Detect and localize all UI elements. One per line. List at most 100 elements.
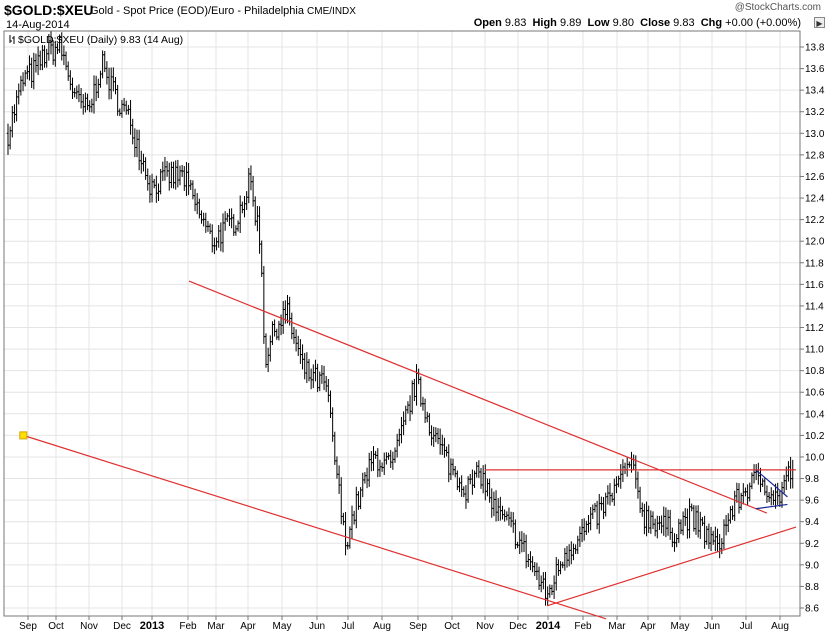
ohlc-bar — [443, 437, 446, 458]
ohlc-bar — [376, 448, 379, 478]
x-tick-label: Aug — [373, 621, 391, 632]
y-tick-label: 12.0 — [805, 237, 825, 248]
ohlc-bar — [15, 90, 18, 122]
y-tick-label: 12.8 — [805, 150, 825, 161]
ohlc-bar — [778, 490, 782, 507]
y-tick-label: 13.6 — [805, 64, 825, 75]
y-tick-label: 8.8 — [805, 582, 819, 593]
ohlc-bar — [365, 467, 369, 489]
ohlc-bar — [518, 531, 521, 555]
ohlc-bar — [619, 464, 622, 489]
ohlc-bar — [337, 465, 341, 494]
ohlc-bar — [494, 490, 498, 522]
ohlc-bar — [718, 533, 721, 559]
ohlc-bar — [477, 460, 481, 478]
x-tick-label: Mar — [608, 621, 626, 632]
ohlc-bar — [254, 196, 257, 226]
ohlc-bar — [178, 165, 182, 186]
ohlc-bar — [206, 220, 210, 232]
ohlc-bar — [737, 483, 741, 514]
ohlc-bar — [299, 339, 302, 364]
y-tick-label: 11.0 — [805, 345, 824, 356]
ohlc-bar — [125, 100, 128, 115]
ohlc-bar — [759, 467, 762, 493]
ohlc-bar — [572, 543, 575, 561]
ohlc-bar — [591, 504, 594, 519]
ohlc-bar — [503, 509, 506, 522]
ohlc-bar — [24, 69, 27, 87]
legend-text: $GOLD:$XEU (Daily) 9.83 (14 Aug) — [18, 34, 183, 46]
ohlc-bar — [791, 459, 794, 489]
x-tick-label: Apr — [640, 621, 656, 632]
ohlc-bar — [604, 492, 607, 517]
ohlc-bar — [428, 413, 431, 436]
ohlc-bar — [400, 416, 403, 444]
ohlc-bar — [724, 515, 728, 536]
ohlc-bar — [389, 450, 392, 468]
ohlc-bar — [628, 461, 631, 468]
ohlc-bar — [361, 472, 364, 498]
plot-frame — [3, 30, 801, 617]
ohlc-bar — [385, 452, 388, 465]
ohlc-bar — [398, 428, 401, 447]
ohlc-bar — [669, 509, 672, 540]
ohlc-bar — [352, 510, 356, 525]
description-text: Gold - Spot Price (EOD)/Euro - Philadelp… — [90, 5, 304, 17]
ohlc-bar — [297, 335, 300, 356]
ohlc-bar — [219, 222, 223, 252]
y-tick-label: 11.6 — [805, 280, 824, 291]
ohlc-bar — [576, 535, 579, 555]
ohlc-bar — [140, 150, 143, 174]
trendline — [23, 434, 607, 620]
ohlc-bar — [438, 428, 442, 455]
ohlc-bar — [305, 352, 309, 384]
y-tick-label: 11.4 — [805, 301, 824, 312]
ohlc-bar — [585, 520, 588, 535]
ohlc-bar — [202, 212, 205, 227]
ohlc-bar — [739, 492, 743, 511]
ohlc-bar — [501, 505, 504, 520]
ohlc-bar — [137, 129, 141, 171]
ohlc-bar — [755, 464, 758, 481]
ohlc-bar — [694, 505, 698, 535]
ohlc-bar — [174, 160, 177, 190]
ohlc-bar — [86, 93, 89, 111]
ohlc-bar — [234, 225, 238, 236]
ohlc-bar — [505, 511, 508, 521]
ohlc-bar — [277, 320, 281, 341]
ohlc-bar — [574, 544, 577, 555]
ohlc-bar — [731, 505, 734, 520]
ohlc-bar — [750, 472, 754, 490]
ohlc-bar — [419, 376, 422, 407]
ohlc-bar — [727, 513, 730, 533]
ohlc-bar — [411, 380, 414, 415]
ohlc-bar — [368, 452, 371, 487]
ohlc-bar — [251, 175, 255, 207]
ohlc-bar — [664, 507, 668, 538]
y-tick-label: 12.4 — [805, 194, 825, 205]
ohlc-bar — [264, 333, 268, 368]
ohlc-bar — [183, 166, 186, 191]
ohlc-bar — [406, 401, 410, 414]
ohlc-bar — [303, 352, 306, 380]
ohlc-bar — [327, 378, 330, 403]
ohlc-bar — [681, 511, 685, 536]
ohlc-bar — [705, 525, 708, 545]
ohlc-bar — [363, 472, 367, 484]
chg-label: Chg — [700, 17, 723, 29]
ohlc-bar — [71, 77, 74, 100]
ohlc-bar — [473, 470, 476, 489]
y-tick-label: 9.4 — [805, 517, 819, 528]
x-tick-label: Apr — [240, 621, 256, 632]
scroll-right-icon[interactable]: ▶ — [814, 17, 825, 28]
ohlc-bar — [421, 396, 425, 411]
ohlc-bar — [249, 165, 253, 191]
x-axis: Sep Oct Nov Dec 2013 Feb Mar Apr May Jun Jul Aug Sep… — [19, 616, 789, 632]
y-axis: 8.6 8.8 9.0 9.2 9.4 9.6 9.8 10.0 10.2 10.4 10.6 10.… — [800, 43, 825, 615]
ohlc-bar — [114, 76, 117, 95]
ohlc-bar — [198, 198, 201, 219]
ohlc-bar — [540, 575, 543, 593]
ohlc-bar — [232, 214, 235, 236]
ohlc-bar — [292, 327, 296, 344]
grid-layer — [4, 31, 800, 616]
